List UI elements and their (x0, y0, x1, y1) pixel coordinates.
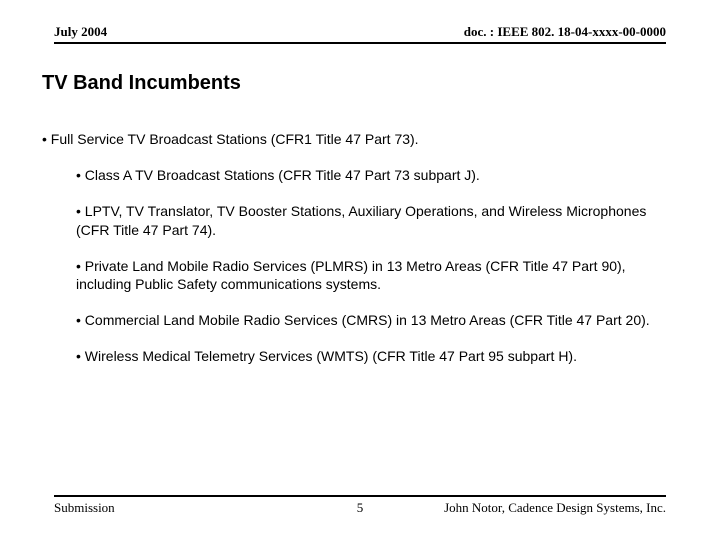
content-area: • Full Service TV Broadcast Stations (CF… (42, 130, 678, 384)
footer-author: John Notor, Cadence Design Systems, Inc. (444, 500, 666, 516)
bullet-sub-2: • LPTV, TV Translator, TV Booster Statio… (76, 202, 678, 238)
bullet-sub-3: • Private Land Mobile Radio Services (PL… (76, 257, 678, 293)
footer-page-number: 5 (357, 500, 364, 516)
bullet-sub-5: • Wireless Medical Telemetry Services (W… (76, 347, 678, 365)
header-date: July 2004 (54, 24, 107, 40)
header-bar: July 2004 doc. : IEEE 802. 18-04-xxxx-00… (54, 24, 666, 44)
slide-title: TV Band Incumbents (42, 72, 241, 95)
bullet-sub-1: • Class A TV Broadcast Stations (CFR Tit… (76, 166, 678, 184)
bullet-main: • Full Service TV Broadcast Stations (CF… (42, 130, 678, 148)
footer-bar: Submission 5 John Notor, Cadence Design … (54, 495, 666, 516)
header-doc-id: doc. : IEEE 802. 18-04-xxxx-00-0000 (464, 24, 666, 40)
bullet-sub-4: • Commercial Land Mobile Radio Services … (76, 311, 678, 329)
footer-left: Submission (54, 500, 115, 516)
